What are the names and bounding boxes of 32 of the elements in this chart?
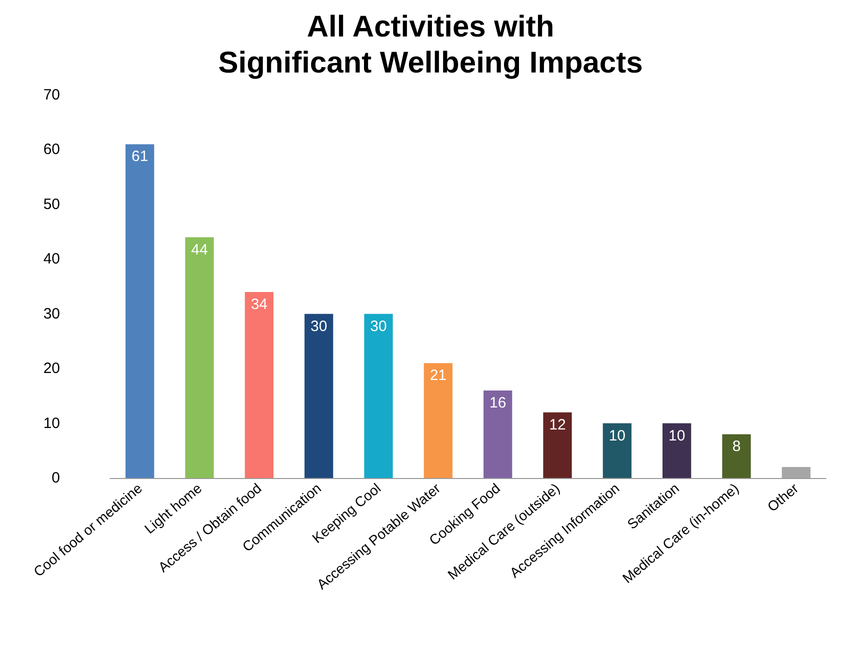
y-tick-label: 60 bbox=[43, 141, 60, 158]
y-tick-label: 40 bbox=[43, 250, 60, 268]
data-label: 8 bbox=[732, 438, 741, 456]
data-label: 10 bbox=[608, 427, 626, 444]
data-label: 12 bbox=[549, 416, 566, 434]
data-label: 30 bbox=[310, 318, 328, 335]
data-label: 21 bbox=[430, 367, 447, 384]
data-label: 44 bbox=[191, 241, 208, 258]
bar bbox=[484, 390, 512, 478]
y-tick-label: 70 bbox=[43, 86, 60, 104]
bar bbox=[304, 314, 334, 478]
data-label: 61 bbox=[131, 148, 148, 166]
bar bbox=[126, 144, 154, 478]
data-label: 34 bbox=[250, 296, 268, 313]
data-label: 16 bbox=[489, 394, 506, 412]
data-label: 30 bbox=[370, 318, 387, 335]
y-tick-label: 10 bbox=[43, 414, 60, 432]
bar bbox=[782, 467, 810, 478]
data-label: 10 bbox=[668, 427, 686, 444]
bar bbox=[424, 363, 452, 478]
bar bbox=[364, 314, 393, 478]
bar bbox=[543, 412, 572, 478]
y-tick-label: 20 bbox=[43, 360, 60, 378]
bar bbox=[244, 292, 274, 478]
y-tick-label: 30 bbox=[43, 305, 60, 322]
bar bbox=[662, 423, 692, 478]
bar bbox=[722, 434, 751, 478]
y-tick-label: 0 bbox=[52, 470, 60, 486]
bar bbox=[185, 237, 214, 478]
bar bbox=[602, 423, 632, 478]
y-tick-label: 50 bbox=[43, 196, 60, 213]
chart-title: All Activities with Significant Wellbeing Impacts bbox=[218, 10, 643, 80]
